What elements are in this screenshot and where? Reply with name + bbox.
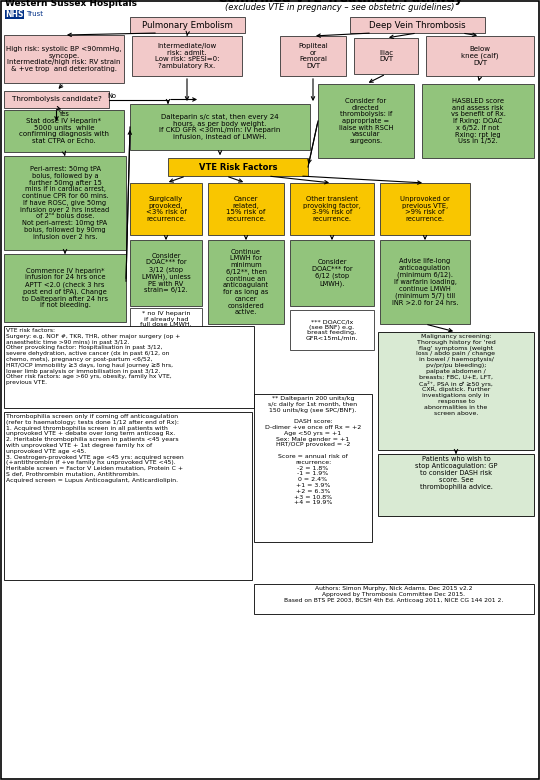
Text: Western Sussex Hospitals: Western Sussex Hospitals <box>5 0 137 8</box>
Text: Surgically
provoked,
<3% risk of
recurrence.: Surgically provoked, <3% risk of recurre… <box>146 196 186 222</box>
FancyBboxPatch shape <box>380 240 470 324</box>
FancyBboxPatch shape <box>4 110 124 152</box>
FancyBboxPatch shape <box>422 84 534 158</box>
Text: Pulmonary Embolism: Pulmonary Embolism <box>142 20 233 30</box>
Text: Authors: Simon Murphy, Nick Adams. Dec 2015 v2.2
Approved by Thrombosis Committe: Authors: Simon Murphy, Nick Adams. Dec 2… <box>285 586 504 603</box>
Text: Patients who wish to
stop Anticoagulation: GP
to consider DASH risk
score. See
t: Patients who wish to stop Anticoagulatio… <box>415 456 497 490</box>
FancyBboxPatch shape <box>130 183 202 235</box>
Text: * no IV heparin
if already had
full dose LMWH.: * no IV heparin if already had full dose… <box>140 311 192 327</box>
FancyBboxPatch shape <box>290 183 374 235</box>
FancyBboxPatch shape <box>168 158 308 176</box>
FancyBboxPatch shape <box>380 183 470 235</box>
Text: Malignancy screening:
Thorough history for 'red
flag' symptoms (weight
loss / ab: Malignancy screening: Thorough history f… <box>416 334 496 416</box>
Text: ** Dalteparin 200 units/kg
s/c daily for 1st month, then
150 units/kg (see SPC/B: ** Dalteparin 200 units/kg s/c daily for… <box>265 396 361 505</box>
FancyBboxPatch shape <box>4 156 126 250</box>
Text: VTE Risk Factors: VTE Risk Factors <box>199 162 277 172</box>
FancyBboxPatch shape <box>4 412 252 580</box>
Text: Continue
LMWH for
minimum
6/12**, then
continue an
anticoagulant
for as long as
: Continue LMWH for minimum 6/12**, then c… <box>223 249 269 315</box>
Text: High risk: systolic BP <90mmHg,
syncope.
Intermediate/high risk: RV strain
& +ve: High risk: systolic BP <90mmHg, syncope.… <box>6 46 122 72</box>
Text: Trust: Trust <box>26 12 43 17</box>
Text: Stat dose IV Heparin*
5000 units  while
confirming diagnosis with
stat CTPA or E: Stat dose IV Heparin* 5000 units while c… <box>19 118 109 144</box>
Text: Intermediate/low
risk: admit.
Low risk: sPESI=0:
?ambulatory Rx.: Intermediate/low risk: admit. Low risk: … <box>155 43 219 69</box>
FancyBboxPatch shape <box>4 254 126 322</box>
FancyBboxPatch shape <box>290 240 374 306</box>
Text: *** DOACC/Ix
(see BNF) e.g.
breast feeding,
GFR<15mL/min.: *** DOACC/Ix (see BNF) e.g. breast feedi… <box>306 319 358 341</box>
Text: Confirmed VTE Treatment Pathway: Confirmed VTE Treatment Pathway <box>218 0 462 5</box>
Text: HASBLED score
and assess risk
vs benefit of Rx.
If Rxing: DOAC
x 6/52. If not
Rx: HASBLED score and assess risk vs benefit… <box>450 98 505 144</box>
FancyBboxPatch shape <box>254 394 372 542</box>
FancyBboxPatch shape <box>208 240 284 324</box>
FancyBboxPatch shape <box>208 183 284 235</box>
Text: Thrombolysis candidate?: Thrombolysis candidate? <box>11 97 102 102</box>
Text: Below
knee (calf)
DVT: Below knee (calf) DVT <box>461 46 499 66</box>
FancyBboxPatch shape <box>350 17 485 33</box>
FancyBboxPatch shape <box>4 91 109 108</box>
FancyBboxPatch shape <box>130 308 202 330</box>
FancyBboxPatch shape <box>130 104 310 150</box>
Text: Commence IV heparin*
infusion for 24 hrs once
APTT <2.0 (check 3 hrs
post end of: Commence IV heparin* infusion for 24 hrs… <box>22 268 108 308</box>
FancyBboxPatch shape <box>426 36 534 76</box>
Text: Cancer
related,
15% risk of
recurrence.: Cancer related, 15% risk of recurrence. <box>226 196 266 222</box>
FancyBboxPatch shape <box>318 84 414 158</box>
Text: Thrombophilia screen only if coming off anticoagulation
(refer to haematology; t: Thrombophilia screen only if coming off … <box>6 414 184 483</box>
FancyBboxPatch shape <box>290 310 374 350</box>
FancyBboxPatch shape <box>378 454 534 516</box>
Text: No: No <box>107 94 116 100</box>
FancyBboxPatch shape <box>280 36 346 76</box>
Text: Other transient
provoking factor,
3-9% risk of
recurrence.: Other transient provoking factor, 3-9% r… <box>303 196 361 222</box>
Text: Popliteal
or
Femoral
DVT: Popliteal or Femoral DVT <box>298 43 328 69</box>
Text: Unprovoked or
previous VTE,
>9% risk of
recurrence.: Unprovoked or previous VTE, >9% risk of … <box>400 196 450 222</box>
FancyBboxPatch shape <box>4 326 254 408</box>
Text: VTE risk factors:
Surgery: e.g. NOF #, TKR, THR, other major surgery (op +
anaes: VTE risk factors: Surgery: e.g. NOF #, T… <box>6 328 180 385</box>
Text: Yes: Yes <box>58 111 69 117</box>
FancyBboxPatch shape <box>132 36 242 76</box>
Text: Peri-arrest: 50mg tPA
bolus, followed by a
further 50mg after 15
mins if in card: Peri-arrest: 50mg tPA bolus, followed by… <box>21 166 110 239</box>
FancyBboxPatch shape <box>5 10 24 19</box>
Text: Consider
DOAC*** for
6/12 (stop
LMWH).: Consider DOAC*** for 6/12 (stop LMWH). <box>312 260 352 286</box>
Text: Deep Vein Thrombosis: Deep Vein Thrombosis <box>369 20 466 30</box>
Text: Iliac
DVT: Iliac DVT <box>379 50 393 62</box>
Text: Advise life-long
anticoagulation
(minimum 6/12).
If warfarin loading,
continue L: Advise life-long anticoagulation (minimu… <box>392 258 458 306</box>
Text: Dalteparin s/c stat, then every 24
hours, as per body weight.
If CKD GFR <30mL/m: Dalteparin s/c stat, then every 24 hours… <box>159 114 281 140</box>
Text: Consider
DOAC*** for
3/12 (stop
LMWH), unless
PE with RV
strain= 6/12.: Consider DOAC*** for 3/12 (stop LMWH), u… <box>141 253 191 293</box>
Text: (excludes VTE in pregnancy – see obstetric guidelines): (excludes VTE in pregnancy – see obstetr… <box>225 3 455 12</box>
FancyBboxPatch shape <box>378 332 534 450</box>
FancyBboxPatch shape <box>354 38 418 74</box>
FancyBboxPatch shape <box>130 240 202 306</box>
FancyBboxPatch shape <box>130 17 245 33</box>
Text: NHS: NHS <box>5 10 24 19</box>
FancyBboxPatch shape <box>254 584 534 614</box>
Text: Consider for
directed
thrombolysis: if
appropriate =
liaise with RSCH
vascular
s: Consider for directed thrombolysis: if a… <box>339 98 393 144</box>
FancyBboxPatch shape <box>4 35 124 83</box>
